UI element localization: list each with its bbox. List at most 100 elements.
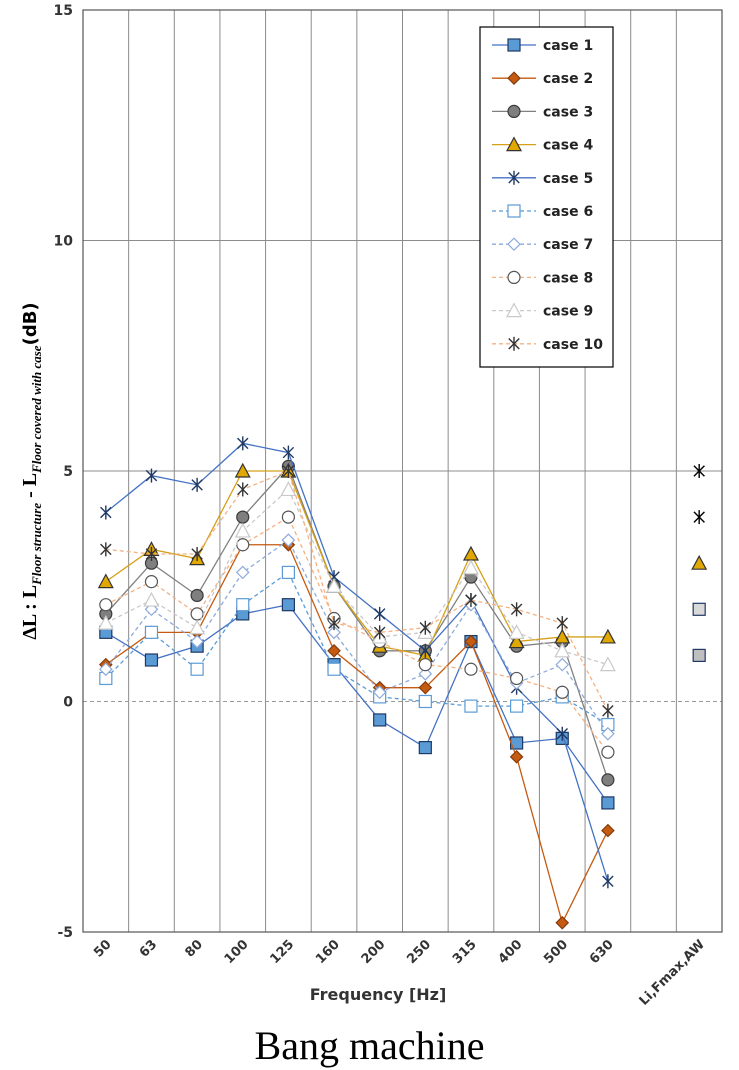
y-tick-label: 15	[54, 3, 73, 19]
data-point	[190, 588, 204, 603]
data-point	[418, 658, 432, 672]
single-number-point	[693, 510, 705, 525]
y-axis-label: ΔL : LFloor structure - LFloor covered w…	[19, 302, 44, 639]
legend-marker	[507, 71, 521, 86]
data-point	[145, 468, 158, 483]
legend-marker	[507, 204, 521, 218]
data-point	[100, 542, 112, 557]
data-point	[465, 593, 477, 608]
legend-marker	[505, 136, 523, 152]
single-number-point	[693, 464, 705, 478]
x-tick-label: 200	[359, 937, 389, 967]
data-point	[144, 575, 159, 589]
data-point	[602, 703, 614, 718]
series-line	[105, 516, 609, 753]
x-tick-label: 100	[222, 937, 252, 967]
data-point	[419, 643, 432, 658]
data-point	[326, 577, 343, 593]
data-point	[144, 625, 159, 639]
series-line	[105, 603, 609, 804]
legend-label: case 7	[543, 237, 593, 253]
legend-label: case 9	[543, 304, 593, 320]
data-point	[327, 662, 341, 676]
x-tick-label: 315	[450, 937, 480, 967]
x-tick-label: Li,Fmax,AW	[637, 937, 708, 1008]
data-point	[373, 713, 387, 727]
series-10	[100, 464, 614, 718]
data-point	[601, 823, 615, 838]
data-point	[237, 482, 249, 497]
data-point	[555, 915, 570, 930]
data-point	[191, 477, 203, 492]
chart: -5 0 5 10 15 50 63 80 100 125 160 200 250 315 400 500 6…	[19, 3, 723, 1009]
series-line	[105, 470, 608, 657]
y-tick-label: -5	[57, 925, 73, 941]
data-point	[508, 633, 525, 649]
x-tick-label: 400	[496, 937, 526, 967]
series-line	[105, 465, 609, 781]
x-tick-label: 50	[91, 937, 114, 960]
data-point	[372, 685, 387, 700]
data-point	[234, 462, 251, 478]
data-point	[510, 671, 524, 686]
series-line	[105, 571, 609, 726]
data-point	[508, 624, 525, 639]
data-point	[281, 598, 295, 612]
data-point	[599, 656, 616, 672]
series-line	[105, 442, 609, 882]
series-group	[97, 436, 616, 930]
legend-marker	[508, 336, 520, 351]
legend-item: case 6	[492, 204, 593, 220]
data-point	[282, 445, 295, 460]
data-point	[143, 591, 160, 607]
data-point	[419, 620, 432, 635]
data-point	[190, 634, 204, 649]
series-7	[98, 533, 615, 741]
data-point	[236, 598, 250, 612]
data-point	[464, 634, 478, 649]
legend-item: case 4	[492, 136, 593, 154]
data-point	[100, 505, 112, 520]
series-line	[105, 470, 609, 712]
data-point	[418, 694, 432, 709]
data-point	[462, 559, 479, 575]
y-axis: -5 0 5 10 15	[54, 3, 74, 941]
legend-marker	[507, 38, 521, 52]
data-point	[373, 606, 386, 621]
x-tick-label: 125	[267, 937, 297, 967]
legend-label: case 5	[543, 171, 593, 187]
plot-border	[82, 9, 723, 933]
data-point	[281, 533, 296, 547]
legend-item: case 9	[492, 302, 593, 320]
x-tick-label: 250	[404, 937, 434, 967]
data-point	[602, 874, 614, 889]
data-point	[191, 546, 203, 561]
data-point	[98, 662, 113, 677]
legend-item: case 3	[492, 104, 593, 120]
data-point	[556, 726, 568, 741]
data-point	[236, 538, 250, 552]
data-point	[237, 436, 249, 451]
legend-item: case 10	[492, 336, 603, 353]
series-line	[105, 539, 609, 735]
data-point	[601, 745, 615, 759]
x-tick-label: 63	[137, 937, 160, 960]
legend-label: case 10	[543, 337, 603, 353]
legend-label: case 8	[543, 270, 593, 286]
single-number-point	[691, 554, 708, 570]
data-point	[281, 565, 295, 580]
data-point	[328, 616, 340, 631]
data-point	[327, 643, 341, 658]
legend-item: case 7	[492, 237, 593, 253]
data-point	[373, 625, 386, 640]
x-tick-label: 160	[313, 937, 343, 967]
legend-item: case 8	[492, 270, 593, 286]
legend-label: case 6	[543, 204, 593, 220]
data-point	[236, 510, 250, 524]
y-tick-label: 0	[63, 695, 73, 711]
data-point	[601, 726, 615, 741]
data-point	[601, 773, 615, 787]
data-point	[555, 657, 570, 672]
data-point	[601, 796, 615, 810]
legend-label: case 3	[543, 104, 593, 120]
